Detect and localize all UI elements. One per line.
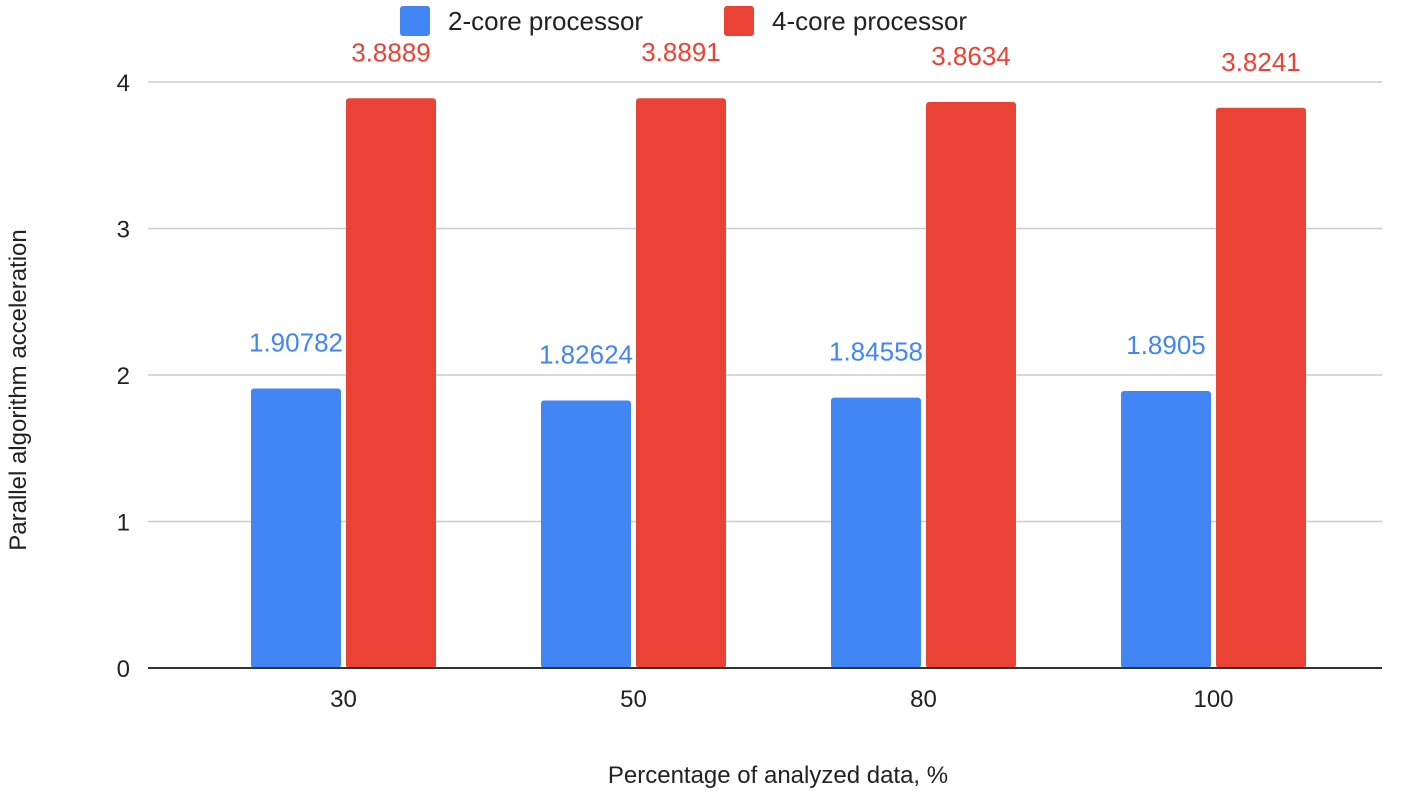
y-tick-label: 0 — [117, 656, 130, 683]
data-label-2-core-80: 1.84558 — [829, 337, 923, 367]
x-tick-label: 30 — [330, 686, 357, 713]
data-label-4-core-50: 3.8891 — [641, 37, 721, 67]
y-tick-label: 1 — [117, 510, 130, 537]
x-tick-label: 50 — [620, 686, 647, 713]
bar-4-core-50[interactable] — [636, 98, 726, 669]
axes: 0 1 2 3 4 30 50 80 100 — [117, 70, 1382, 713]
bar-4-core-80[interactable] — [926, 102, 1016, 668]
bar-2-core-50[interactable] — [541, 400, 631, 668]
legend-swatch-2-core[interactable] — [400, 6, 430, 36]
bar-2-core-80[interactable] — [831, 397, 921, 668]
legend-swatch-4-core[interactable] — [724, 6, 754, 36]
y-tick-label: 4 — [117, 70, 130, 97]
y-axis-title: Parallel algorithm acceleration — [5, 229, 32, 551]
bars — [251, 98, 1306, 669]
x-tick-label: 80 — [910, 686, 937, 713]
bar-2-core-100[interactable] — [1121, 391, 1211, 668]
x-axis-title: Percentage of analyzed data, % — [608, 762, 948, 789]
y-tick-label: 3 — [117, 217, 130, 244]
bar-2-core-30[interactable] — [251, 388, 341, 668]
data-label-2-core-50: 1.82624 — [539, 339, 633, 369]
bar-4-core-100[interactable] — [1216, 107, 1306, 668]
legend-label-2-core[interactable]: 2-core processor — [448, 6, 643, 36]
legend-label-4-core[interactable]: 4-core processor — [772, 6, 967, 36]
data-label-2-core-30: 1.90782 — [249, 328, 343, 358]
y-tick-label: 2 — [117, 363, 130, 390]
data-label-2-core-100: 1.8905 — [1126, 330, 1206, 360]
bar-4-core-30[interactable] — [346, 98, 436, 669]
data-label-4-core-80: 3.8634 — [931, 41, 1011, 71]
x-tick-label: 100 — [1193, 686, 1233, 713]
data-label-4-core-100: 3.8241 — [1221, 47, 1301, 77]
data-labels: 1.90782 1.82624 1.84558 1.8905 3.8889 3.8891 3… — [246, 34, 1304, 372]
legend[interactable]: 2-core processor 4-core processor — [400, 6, 967, 36]
data-label-4-core-30: 3.8889 — [351, 37, 431, 67]
